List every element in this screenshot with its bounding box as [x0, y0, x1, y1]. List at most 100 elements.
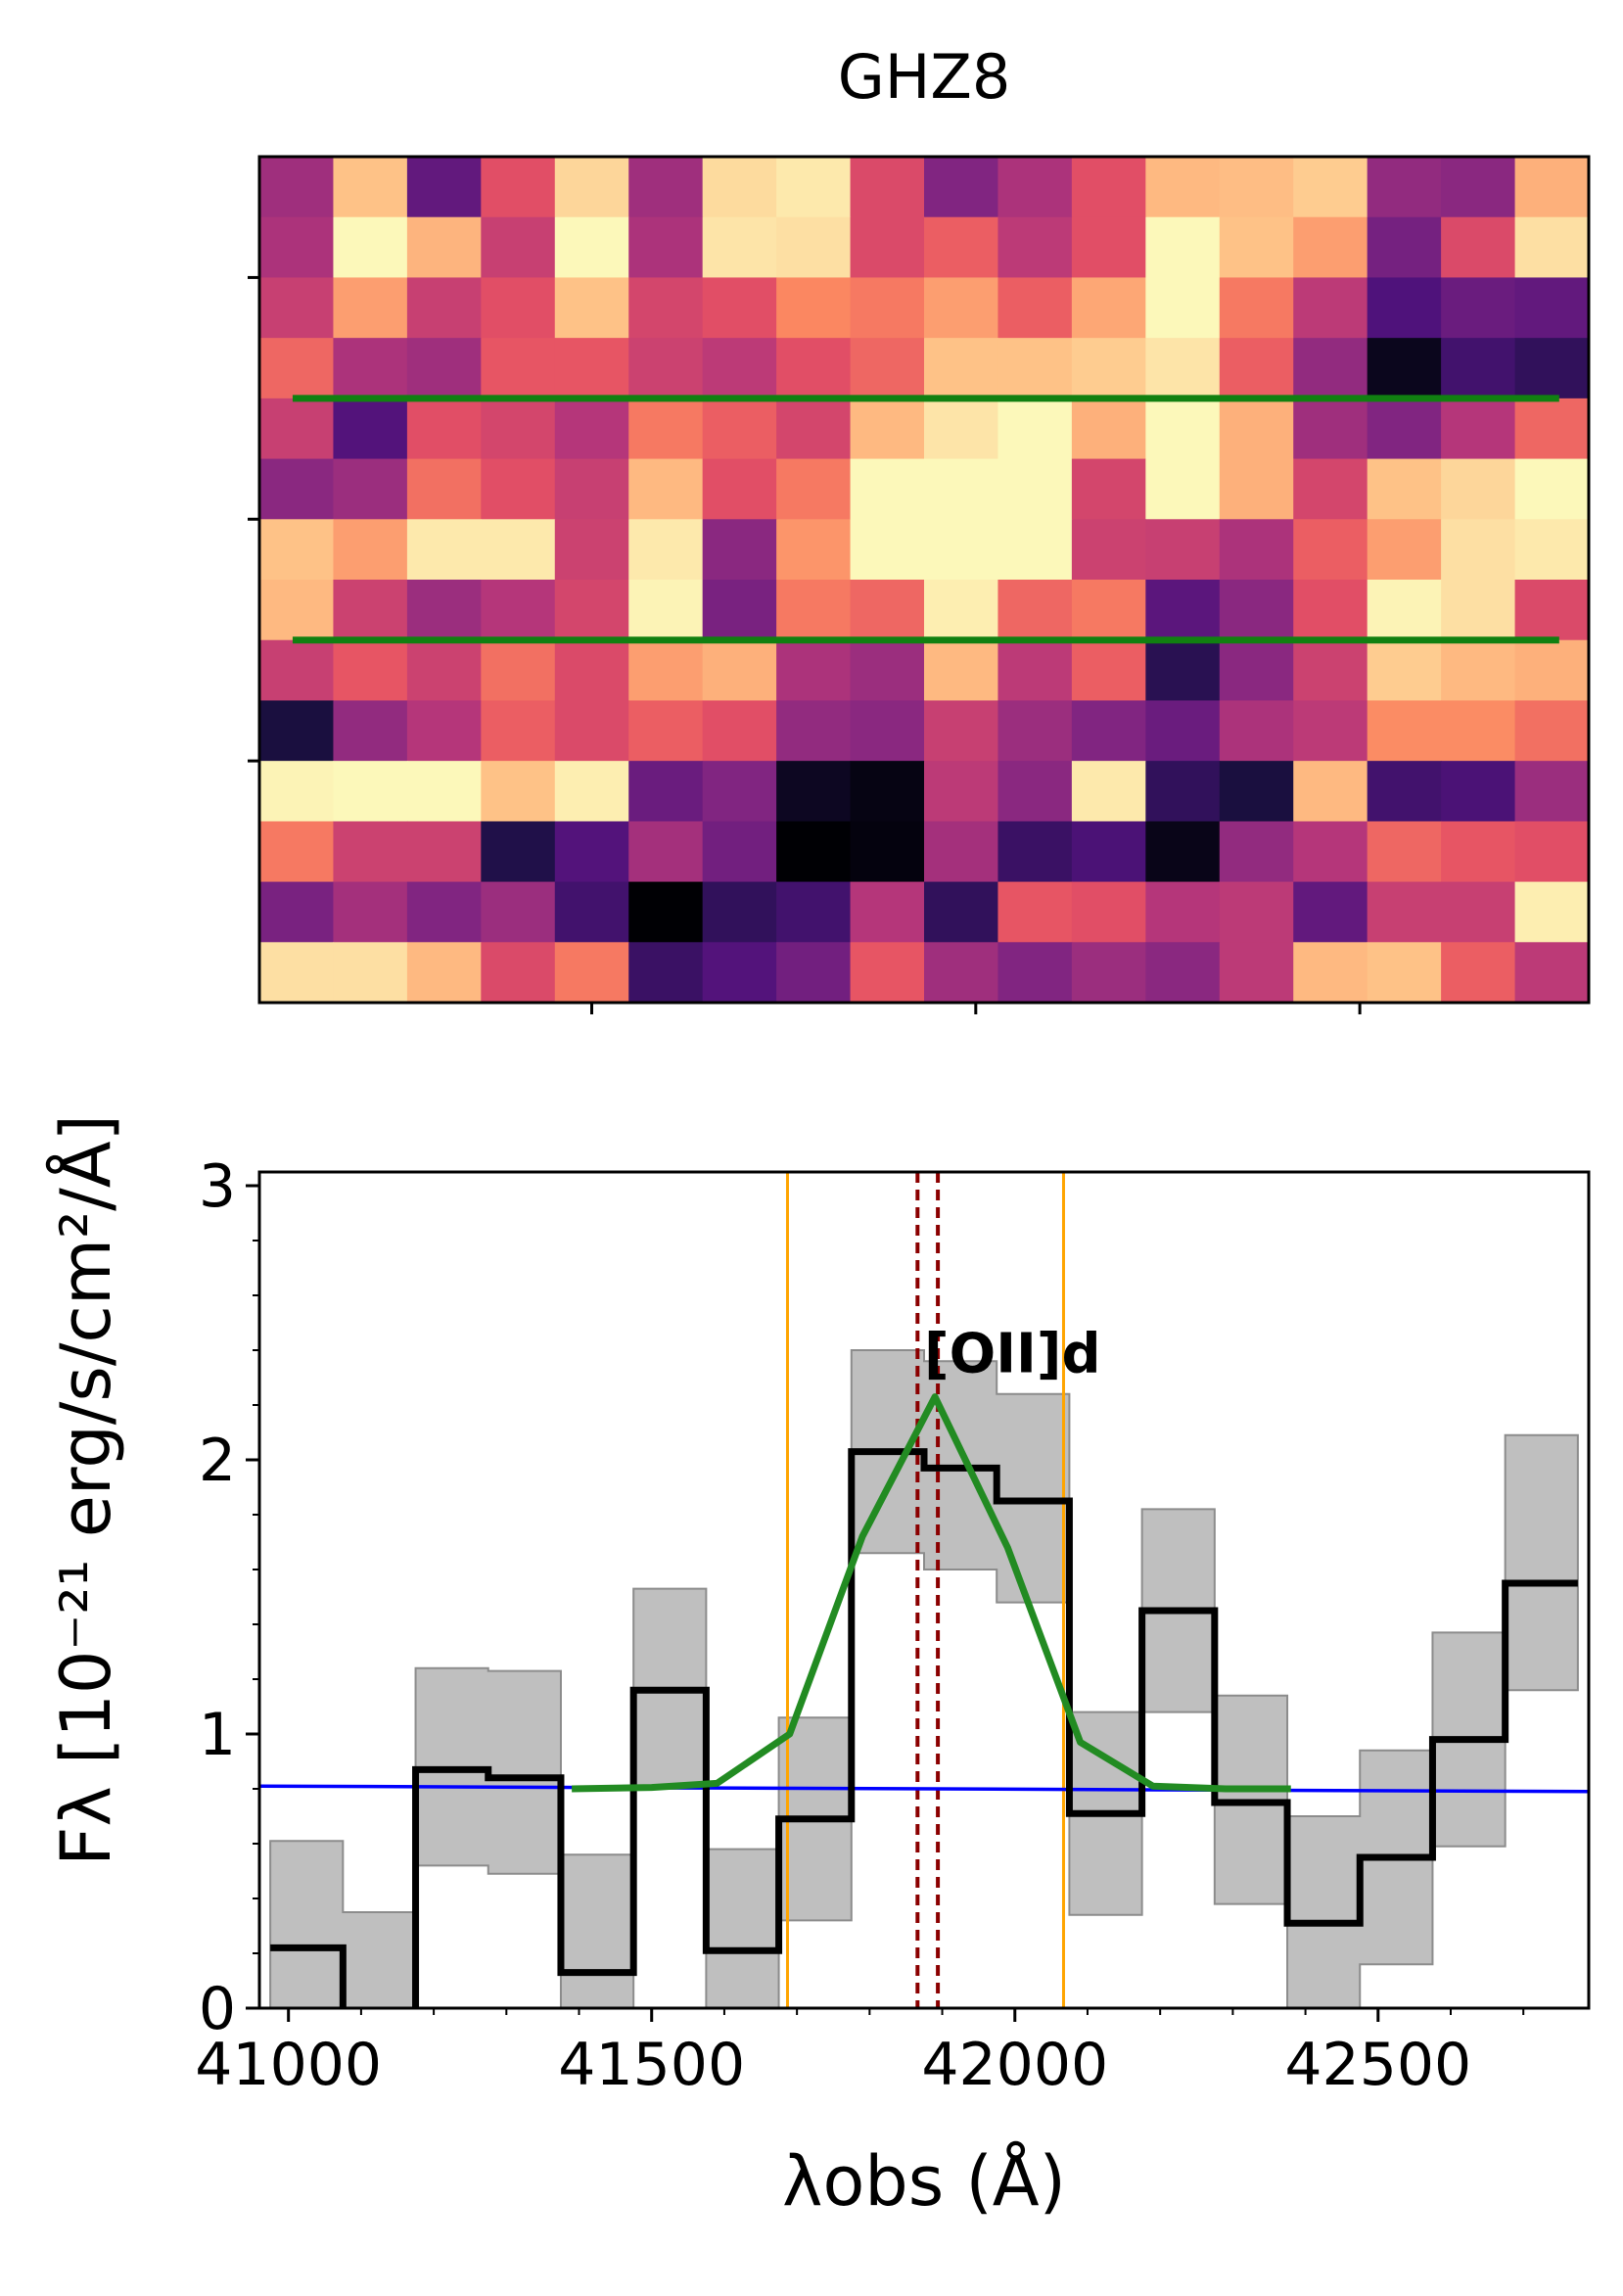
- heatmap-cell: [628, 458, 704, 520]
- heatmap-cell: [259, 580, 335, 641]
- heatmap-frame: [257, 155, 1591, 1005]
- heatmap-cell: [1219, 157, 1294, 218]
- heatmap-cell: [776, 216, 852, 279]
- heatmap-cell: [259, 639, 335, 702]
- heatmap-cell: [997, 639, 1073, 702]
- heatmap-cell: [481, 761, 556, 822]
- heatmap-cell: [481, 700, 556, 762]
- heatmap-cell: [850, 820, 925, 883]
- heatmap-cell: [997, 519, 1073, 581]
- heatmap-cell: [1145, 761, 1221, 822]
- heatmap-cell: [1071, 216, 1146, 279]
- heatmap-cell: [1145, 580, 1221, 641]
- heatmap-cell: [259, 881, 335, 943]
- heatmap-cell: [1293, 398, 1368, 460]
- heatmap-cell: [1293, 580, 1368, 641]
- heatmap-cell: [628, 820, 704, 883]
- heatmap-cell: [702, 639, 777, 702]
- heatmap-cell: [1071, 761, 1146, 822]
- heatmap-cell: [1441, 458, 1516, 520]
- heatmap-cell: [1145, 216, 1221, 279]
- heatmap-cell: [1293, 216, 1368, 279]
- heatmap-cell: [776, 639, 852, 702]
- heatmap-cell: [924, 881, 999, 943]
- heatmap-cell: [850, 761, 925, 822]
- heatmap-cell: [1145, 881, 1221, 943]
- heatmap-cell: [481, 942, 556, 1004]
- heatmap-cell: [1367, 277, 1442, 339]
- heatmap-cell: [1514, 761, 1590, 822]
- heatmap-cell: [1071, 157, 1146, 218]
- heatmap-cell: [1293, 761, 1368, 822]
- heatmap-cell: [776, 820, 852, 883]
- heatmap-cell: [997, 820, 1073, 883]
- heatmap-cell: [1441, 580, 1516, 641]
- extraction-lines: [292, 395, 1559, 644]
- heatmap-cell: [850, 942, 925, 1004]
- heatmap-cell: [628, 338, 704, 399]
- heatmap-cell: [924, 157, 999, 218]
- heatmap-cell: [850, 338, 925, 399]
- heatmap-cell: [702, 338, 777, 399]
- heatmap-cell: [481, 277, 556, 339]
- heatmap-cell: [1219, 216, 1294, 279]
- heatmap-cell: [406, 881, 482, 943]
- heatmap-cell: [406, 157, 482, 218]
- heatmap-cell: [1367, 157, 1442, 218]
- heatmap-cell: [702, 700, 777, 762]
- y-tick-label: 0: [199, 1975, 236, 2043]
- heatmap-cell: [850, 216, 925, 279]
- heatmap-cell: [924, 458, 999, 520]
- heatmap-cell: [1367, 761, 1442, 822]
- heatmap-cell: [554, 820, 629, 883]
- heatmap-cell: [481, 157, 556, 218]
- heatmap-cell: [1071, 942, 1146, 1004]
- heatmap-cell: [997, 277, 1073, 339]
- heatmap-cell: [1514, 277, 1590, 339]
- x-tick-label: 42000: [921, 2031, 1108, 2099]
- heatmap-cell: [333, 157, 408, 218]
- heatmap-cell: [850, 157, 925, 218]
- heatmap-cell: [776, 761, 852, 822]
- heatmap-cell: [850, 580, 925, 641]
- heatmap-cell: [481, 519, 556, 581]
- heatmap-cell: [1145, 519, 1221, 581]
- heatmap-cell: [1514, 700, 1590, 762]
- heatmap-cell: [628, 277, 704, 339]
- y-axis-label: Fλ [10⁻²¹ erg/s/cm²/Å]: [46, 1114, 126, 1866]
- heatmap-cell: [481, 458, 556, 520]
- heatmap-cell: [628, 700, 704, 762]
- heatmap-cell: [333, 639, 408, 702]
- heatmap-cell: [1514, 580, 1590, 641]
- heatmap-cell: [702, 580, 777, 641]
- heatmap-cell: [1219, 700, 1294, 762]
- heatmap-cell: [1514, 458, 1590, 520]
- heatmap-cell: [628, 580, 704, 641]
- heatmap-cell: [1367, 820, 1442, 883]
- heatmap-cell: [1219, 942, 1294, 1004]
- heatmap-cell: [1293, 881, 1368, 943]
- heatmap-cell: [1293, 639, 1368, 702]
- heatmap-cell: [1441, 942, 1516, 1004]
- heatmap-cell: [1071, 881, 1146, 943]
- heatmap-cell: [406, 942, 482, 1004]
- heatmap-ticks: [248, 275, 1362, 1014]
- heatmap-cell: [997, 338, 1073, 399]
- heatmap-cell: [333, 580, 408, 641]
- heatmap-cell: [1293, 458, 1368, 520]
- heatmap-cell: [259, 519, 335, 581]
- heatmap-cell: [481, 639, 556, 702]
- heatmap-cell: [481, 881, 556, 943]
- heatmap-cell: [554, 398, 629, 460]
- heatmap-cell: [776, 458, 852, 520]
- heatmap-cell: [1441, 519, 1516, 581]
- heatmap-cell: [554, 942, 629, 1004]
- heatmap-cell: [406, 216, 482, 279]
- y-tick-label: 2: [199, 1427, 236, 1495]
- heatmap-cell: [406, 820, 482, 883]
- heatmap-cell: [481, 216, 556, 279]
- heatmap-cell: [1441, 157, 1516, 218]
- heatmap-cell: [554, 338, 629, 399]
- heatmap-cell: [1441, 700, 1516, 762]
- heatmap-cell: [776, 942, 852, 1004]
